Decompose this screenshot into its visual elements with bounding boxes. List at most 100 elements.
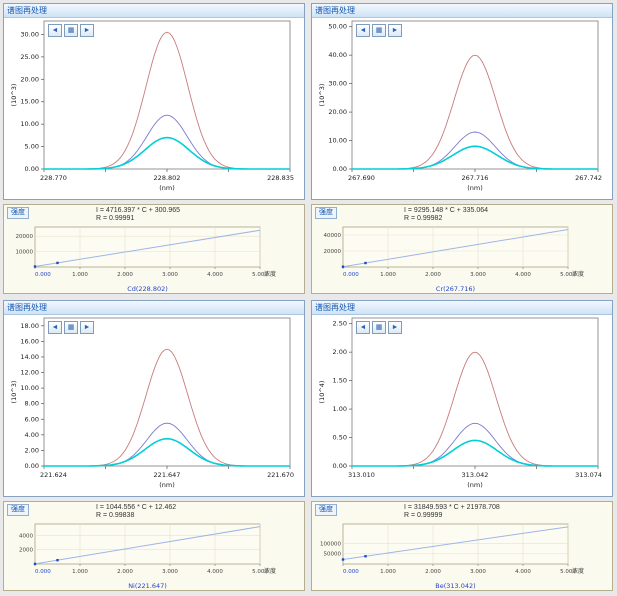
next-button[interactable]: ► [388,24,402,37]
calibration-panel: 强度 I = 9295.148 * C + 335.064 R = 0.9998… [311,204,613,294]
svg-text:浓度: 浓度 [572,567,584,575]
spectrum-chart[interactable]: 50.00 40.00 30.00 20.00 10.00 0.00 (10^3) 267.6… [312,17,613,199]
next-button[interactable]: ► [388,321,402,334]
next-icon: ► [391,26,399,34]
svg-text:228.770: 228.770 [40,174,67,182]
svg-text:5.000: 5.000 [252,272,268,278]
svg-text:50.00: 50.00 [328,23,347,31]
analysis-quadrant: 谱图再处理 2.50 2.00 1.50 1.00 0.50 0.00 (10^4) 313.… [310,299,615,593]
svg-text:40000: 40000 [324,233,342,239]
calibration-equation-block: I = 9295.148 * C + 335.064 R = 0.99982 [404,207,488,223]
svg-text:(10^3): (10^3) [318,84,326,107]
spectrum-panel-title: 谱图再处理 [315,5,355,15]
svg-text:4.000: 4.000 [207,272,223,278]
equation-line: I = 9295.148 * C + 335.064 [404,207,489,214]
svg-text:3.000: 3.000 [470,569,486,575]
prev-button[interactable]: ◄ [356,24,370,37]
spectrum-panel: 谱图再处理 18.00 16.00 14.00 12.00 10.00 8.00 6.00 4… [3,300,305,497]
spectrum-panel: 谱图再处理 50.00 40.00 30.00 20.00 10.00 0.00 (10^3… [311,3,613,200]
svg-text:25.00: 25.00 [20,53,39,61]
calibration-chart[interactable]: 40000 20000 0.000 1.000 2.000 3.000 4.000 5.000… [313,225,612,294]
spectrum-panel-titlebar[interactable]: 谱图再处理 [312,4,612,18]
svg-text:1.000: 1.000 [72,569,88,575]
prev-button[interactable]: ◄ [356,321,370,334]
svg-text:4.000: 4.000 [207,569,223,575]
svg-text:221.647: 221.647 [154,471,181,479]
svg-text:(10^4): (10^4) [318,381,326,404]
save-button[interactable]: ▦ [372,24,386,37]
spectrum-panel-title: 谱图再处理 [7,302,47,312]
spectrum-toolbar: ◄ ▦ ► [48,24,94,37]
svg-text:0.00: 0.00 [25,165,39,173]
next-button[interactable]: ► [80,321,94,334]
save-icon: ▦ [375,26,383,34]
svg-text:267.716: 267.716 [462,174,489,182]
svg-text:0.000: 0.000 [35,569,51,575]
svg-text:(nm): (nm) [467,481,483,489]
next-button[interactable]: ► [80,24,94,37]
intensity-label: 强度 [315,207,337,219]
svg-text:5.000: 5.000 [252,569,268,575]
svg-text:3.000: 3.000 [162,569,178,575]
svg-text:2.000: 2.000 [425,272,441,278]
svg-text:2.50: 2.50 [333,320,347,328]
svg-text:10.00: 10.00 [328,137,347,145]
svg-text:Be(313.042): Be(313.042) [435,582,475,590]
svg-text:10.00: 10.00 [20,120,39,128]
next-icon: ► [83,26,91,34]
svg-text:15.00: 15.00 [20,98,39,106]
svg-text:Cr(267.716): Cr(267.716) [436,285,475,293]
save-icon: ▦ [67,323,75,331]
save-button[interactable]: ▦ [372,321,386,334]
equation-line: I = 31849.593 * C + 21978.708 [404,504,500,511]
svg-text:(10^3): (10^3) [10,84,18,107]
svg-text:3.000: 3.000 [470,272,486,278]
svg-text:4.000: 4.000 [515,569,531,575]
analysis-quadrant: 谱图再处理 50.00 40.00 30.00 20.00 10.00 0.00 (10^3… [310,2,615,296]
svg-text:(nm): (nm) [159,184,175,192]
svg-text:2.00: 2.00 [333,348,347,356]
spectrum-panel-titlebar[interactable]: 谱图再处理 [312,301,612,315]
calibration-panel: 强度 I = 31849.593 * C + 21978.708 R = 0.9… [311,501,613,591]
svg-text:313.010: 313.010 [348,471,375,479]
spectrum-panel: 谱图再处理 30.00 25.00 20.00 15.00 10.00 5.00 0.00 (… [3,3,305,200]
calibration-chart[interactable]: 4000 2000 0.000 1.000 2.000 3.000 4.000 5.000浓度… [5,522,304,591]
spectrum-chart[interactable]: 30.00 25.00 20.00 15.00 10.00 5.00 0.00 (10^3) 2… [4,17,305,199]
svg-text:267.742: 267.742 [575,174,602,182]
svg-text:(10^3): (10^3) [10,381,18,404]
svg-text:221.670: 221.670 [267,471,294,479]
calibration-equation-block: I = 1044.556 * C + 12.462 R = 0.99838 [96,504,176,520]
svg-text:30.00: 30.00 [328,80,347,88]
save-button[interactable]: ▦ [64,321,78,334]
r-value-line: R = 0.99999 [404,512,443,519]
svg-text:0.000: 0.000 [343,569,359,575]
spectrum-chart[interactable]: 2.50 2.00 1.50 1.00 0.50 0.00 (10^4) 313.010 313… [312,314,613,496]
svg-text:Ni(221.647): Ni(221.647) [128,582,167,590]
calibration-chart[interactable]: 20000 10000 0.000 1.000 2.000 3.000 4.000 5.000… [5,225,304,294]
next-icon: ► [83,323,91,331]
svg-text:0.000: 0.000 [35,272,51,278]
spectrum-panel-titlebar[interactable]: 谱图再处理 [4,4,304,18]
svg-text:浓度: 浓度 [264,270,276,278]
save-button[interactable]: ▦ [64,24,78,37]
calibration-chart[interactable]: 100000 50000 0.000 1.000 2.000 3.000 4.000 5.00… [313,522,612,591]
spectrum-panel-titlebar[interactable]: 谱图再处理 [4,301,304,315]
svg-text:40.00: 40.00 [328,51,347,59]
analysis-quadrant: 谱图再处理 18.00 16.00 14.00 12.00 10.00 8.00 6.00 4… [2,299,307,593]
svg-text:30.00: 30.00 [20,30,39,38]
prev-button[interactable]: ◄ [48,24,62,37]
prev-icon: ◄ [359,323,367,331]
svg-text:1.000: 1.000 [380,569,396,575]
svg-text:2.00: 2.00 [25,446,39,454]
svg-text:0.00: 0.00 [333,165,347,173]
spectrum-panel-title: 谱图再处理 [315,302,355,312]
prev-button[interactable]: ◄ [48,321,62,334]
spectrum-toolbar: ◄ ▦ ► [356,24,402,37]
spectrum-chart[interactable]: 18.00 16.00 14.00 12.00 10.00 8.00 6.00 4.00 2.0… [4,314,305,496]
svg-text:2.000: 2.000 [117,272,133,278]
svg-text:浓度: 浓度 [572,270,584,278]
prev-icon: ◄ [359,26,367,34]
svg-text:20.00: 20.00 [20,75,39,83]
intensity-label: 强度 [315,504,337,516]
